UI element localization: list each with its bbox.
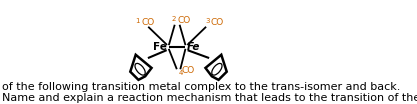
- Text: Name and explain a reaction mechanism that leads to the transition of the cis-is: Name and explain a reaction mechanism th…: [2, 93, 417, 103]
- Text: CO: CO: [182, 66, 195, 76]
- Text: CO: CO: [177, 16, 191, 25]
- Text: Fe: Fe: [153, 42, 167, 52]
- Text: CO: CO: [141, 18, 155, 27]
- Text: 4: 4: [179, 70, 183, 76]
- Text: 2: 2: [171, 16, 176, 22]
- Text: 3: 3: [205, 18, 209, 24]
- Text: Fe: Fe: [187, 42, 201, 52]
- Text: of the following transition metal complex to the trans-isomer and back.: of the following transition metal comple…: [2, 82, 400, 92]
- Text: CO: CO: [211, 18, 224, 27]
- Text: 1: 1: [136, 18, 140, 24]
